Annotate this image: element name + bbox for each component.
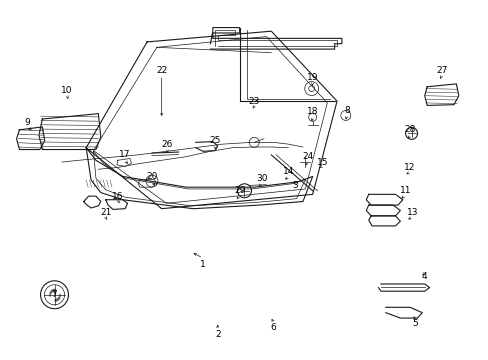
Text: 30: 30 (255, 174, 267, 183)
Text: 21: 21 (100, 208, 111, 217)
Text: 17: 17 (119, 150, 131, 159)
Text: 11: 11 (399, 186, 410, 195)
Text: 14: 14 (282, 167, 293, 176)
Text: 23: 23 (248, 96, 260, 105)
Text: 16: 16 (112, 192, 123, 201)
Text: 13: 13 (406, 208, 417, 217)
Text: 9: 9 (25, 118, 31, 127)
Text: 8: 8 (343, 105, 349, 114)
Text: 19: 19 (306, 73, 318, 82)
Text: 29: 29 (233, 186, 245, 195)
Text: 27: 27 (435, 66, 447, 75)
Text: 12: 12 (404, 163, 415, 172)
Text: 15: 15 (316, 158, 327, 167)
Text: 18: 18 (306, 107, 318, 116)
Text: 24: 24 (302, 152, 313, 161)
Text: 6: 6 (270, 323, 276, 332)
Text: 22: 22 (156, 66, 167, 75)
Text: 5: 5 (411, 319, 417, 328)
Text: 28: 28 (404, 125, 415, 134)
Text: 10: 10 (61, 86, 72, 95)
Text: 7: 7 (52, 290, 57, 299)
Text: 1: 1 (200, 260, 205, 269)
Text: 4: 4 (421, 272, 427, 281)
Text: 25: 25 (209, 136, 221, 145)
Text: 26: 26 (161, 140, 172, 149)
Text: 3: 3 (292, 181, 298, 190)
Text: 2: 2 (214, 330, 220, 339)
Text: 20: 20 (146, 172, 157, 181)
